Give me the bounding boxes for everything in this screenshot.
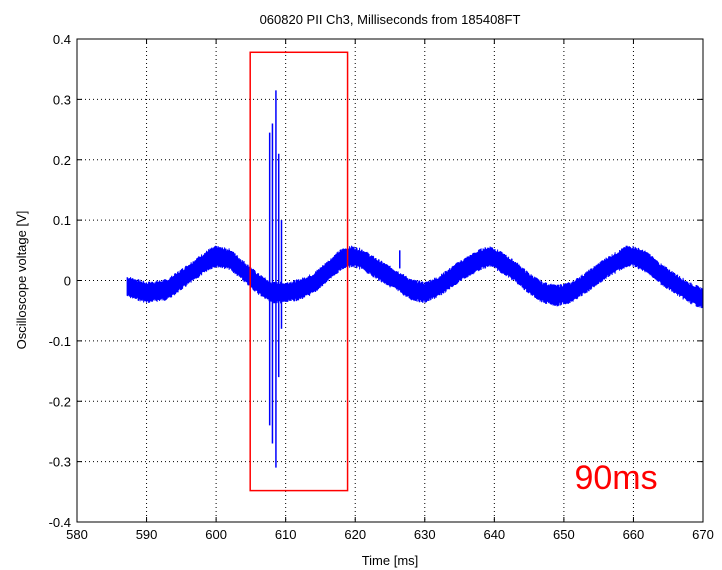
x-tick-label: 660 <box>623 527 645 542</box>
x-tick-label: 610 <box>275 527 297 542</box>
x-tick-label: 580 <box>66 527 88 542</box>
y-tick-label: 0.4 <box>53 32 71 47</box>
axis-ticks: 580 590 600 610 620 630 640 650 660 670 -0.4 -0.3 -0… <box>49 32 714 542</box>
y-axis-label: Oscilloscope voltage [V] <box>14 211 29 350</box>
y-tick-label: 0 <box>64 274 71 289</box>
y-tick-label: 0.3 <box>53 92 71 107</box>
x-tick-label: 590 <box>136 527 158 542</box>
x-tick-label: 650 <box>553 527 575 542</box>
y-tick-label: -0.1 <box>49 334 71 349</box>
y-tick-label: 0.1 <box>53 213 71 228</box>
y-tick-label: -0.4 <box>49 515 71 530</box>
x-tick-label: 630 <box>414 527 436 542</box>
y-tick-label: -0.2 <box>49 394 71 409</box>
chart-title: 060820 PII Ch3, Milliseconds from 185408… <box>260 12 521 27</box>
annotations: 90ms <box>249 51 658 497</box>
signal-band <box>126 245 704 309</box>
x-tick-label: 620 <box>344 527 366 542</box>
series-trace <box>126 90 704 468</box>
y-tick-label: -0.3 <box>49 455 71 470</box>
annotation-90ms: 90ms <box>574 459 657 497</box>
x-tick-label: 600 <box>205 527 227 542</box>
x-axis-label: Time [ms] <box>362 553 419 568</box>
x-tick-label: 640 <box>483 527 505 542</box>
highlight-box <box>249 51 349 492</box>
y-tick-label: 0.2 <box>53 153 71 168</box>
x-tick-label: 670 <box>692 527 714 542</box>
